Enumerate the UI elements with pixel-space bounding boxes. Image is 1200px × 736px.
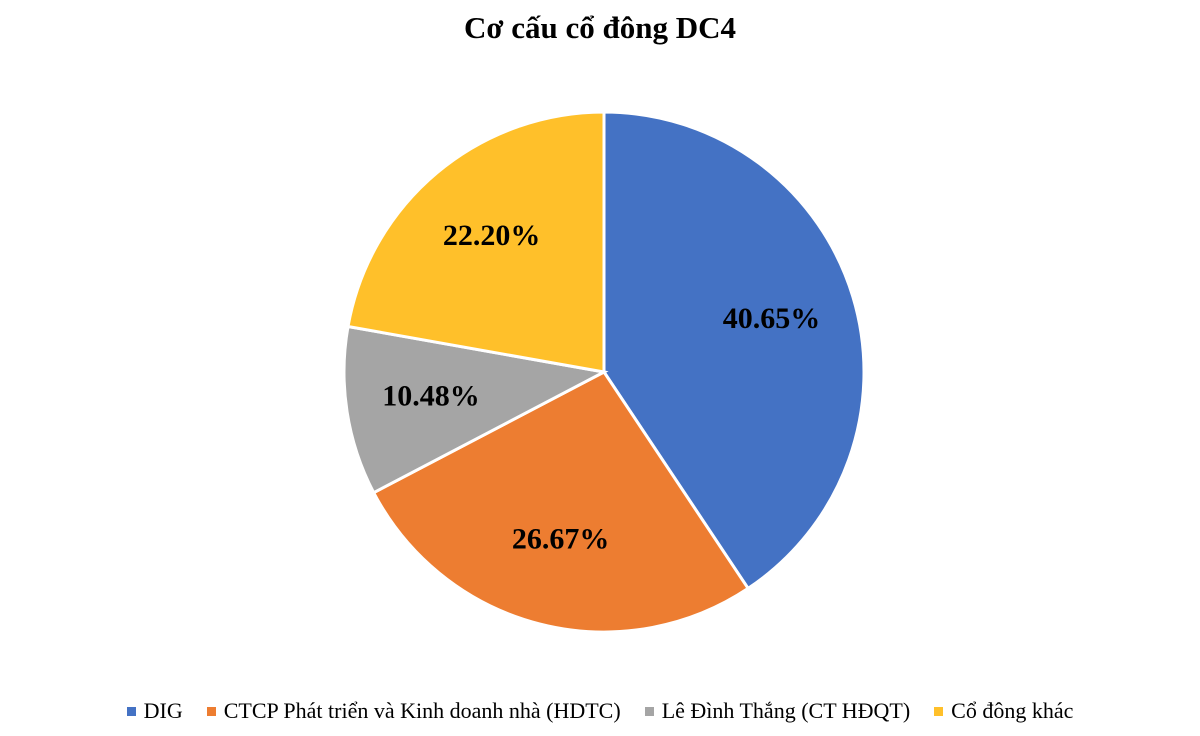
- data-label-hdtc: 26.67%: [512, 522, 610, 555]
- legend-swatch: [126, 706, 136, 716]
- legend-label: Lê Đình Thắng (CT HĐQT): [661, 698, 911, 723]
- slice-hdtc: [371, 370, 751, 634]
- legend-swatch: [206, 706, 216, 716]
- legend-item-dig: DIG: [126, 698, 183, 724]
- slice-le-dinh-thang: [342, 324, 609, 495]
- legend-label: DIG: [143, 698, 183, 723]
- pie-chart: 40.65% 26.67% 10.48% 22.20%: [342, 110, 866, 634]
- slice-co-dong-khac: [346, 110, 606, 374]
- legend-label: Cổ đông khác: [951, 698, 1074, 723]
- legend: DIG CTCP Phát triển và Kinh doanh nhà (H…: [0, 698, 1200, 724]
- legend-item-le-dinh-thang: Lê Đình Thắng (CT HĐQT): [644, 698, 911, 724]
- chart-title: Cơ cấu cổ đông DC4: [463, 10, 737, 45]
- legend-item-co-dong-khac: Cổ đông khác: [934, 698, 1073, 724]
- legend-item-hdtc: CTCP Phát triển và Kinh doanh nhà (HDTC): [206, 698, 621, 724]
- legend-label: CTCP Phát triển và Kinh doanh nhà (HDTC): [223, 698, 621, 723]
- data-label-le-dinh-thang: 10.48%: [382, 380, 480, 413]
- legend-swatch: [644, 706, 654, 716]
- data-label-dig: 40.65%: [723, 302, 821, 335]
- legend-swatch: [934, 706, 944, 716]
- data-label-co-dong-khac: 22.20%: [443, 219, 541, 252]
